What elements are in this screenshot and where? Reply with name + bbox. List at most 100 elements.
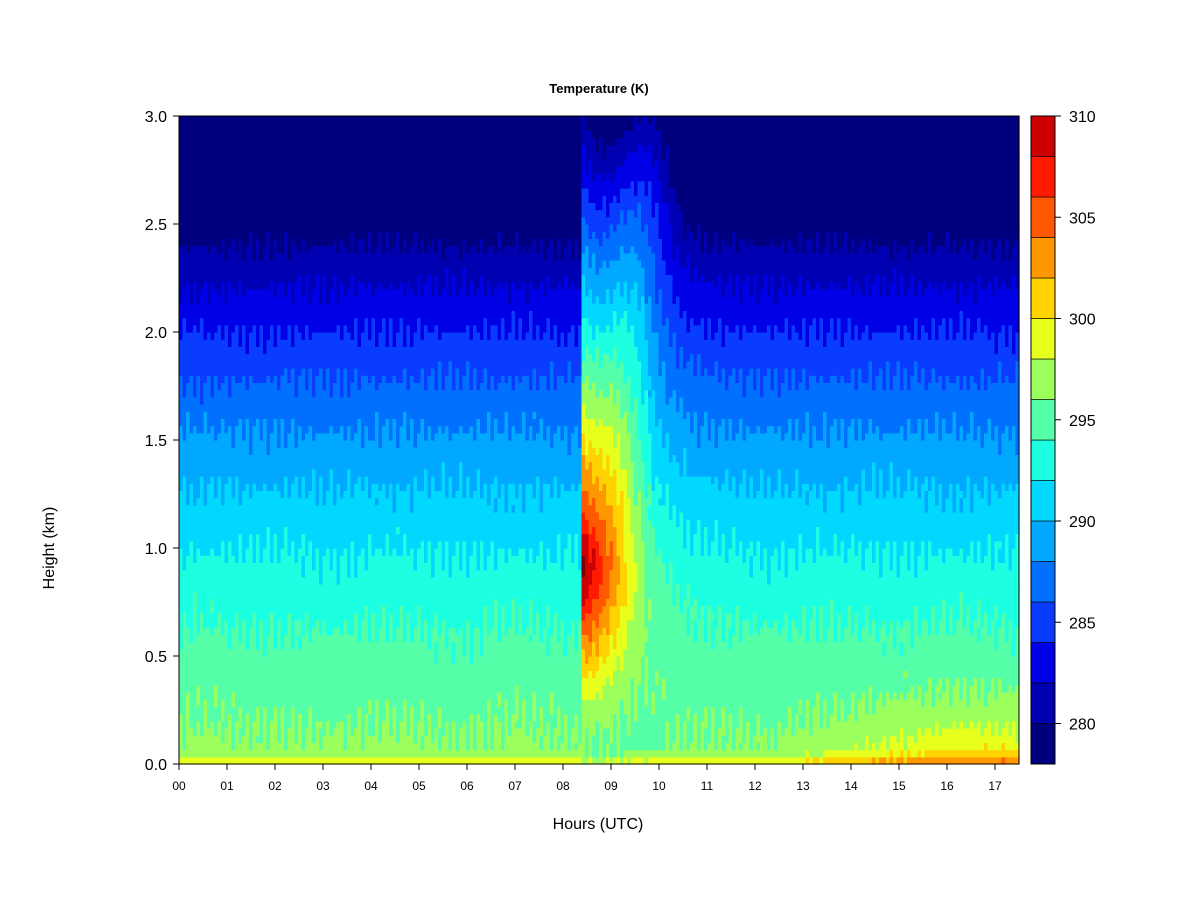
heatmap-cell [410,548,415,556]
heatmap-cell [1005,720,1010,729]
heatmap-cell [427,720,432,729]
heatmap-cell [497,699,502,707]
heatmap-cell [291,339,296,347]
heatmap-cell [238,627,243,635]
heatmap-cell [438,713,443,722]
heatmap-cell [998,728,1003,736]
heatmap-cell [326,375,331,383]
heatmap-cell [693,317,702,326]
heatmap-cell [858,324,866,333]
heatmap-cell [837,620,842,628]
heatmap-cell [193,598,198,607]
heatmap-cell [298,382,306,391]
heatmap-cell [179,512,583,520]
heatmap-cell [893,375,901,383]
heatmap-cell [221,713,226,722]
heatmap-cell [1008,324,1013,333]
heatmap-cell [609,634,614,643]
heatmap-cell [578,627,583,635]
heatmap-cell [907,382,912,391]
heatmap-cell [907,670,1020,679]
heatmap-cell [1005,742,1020,751]
heatmap-cell [504,728,509,736]
heatmap-cell [655,533,684,542]
heatmap-cell [522,720,527,729]
heatmap-cell [196,296,201,304]
heatmap-cell [256,713,261,722]
heatmap-cell [795,324,803,333]
heatmap-cell [854,332,859,340]
heatmap-cell [935,497,940,506]
heatmap-cell [182,483,187,491]
heatmap-cell [179,620,184,628]
heatmap-cell [574,620,579,628]
heatmap-cell [648,512,670,520]
heatmap-cell [319,569,324,578]
heatmap-cell [840,548,845,556]
heatmap-cell [497,634,502,643]
heatmap-cell [718,368,723,376]
heatmap-cell [987,497,992,506]
heatmap-cell [896,360,901,369]
heatmap-cell [749,620,754,628]
heatmap-cell [791,375,796,383]
heatmap-cell [711,634,716,643]
heatmap-cell [319,562,324,571]
heatmap-cell [602,454,607,463]
heatmap-cell [200,296,208,304]
heatmap-cell [266,540,271,549]
heatmap-cell [179,648,264,657]
heatmap-cell [910,382,926,391]
heatmap-cell [525,627,534,635]
heatmap-cell [294,627,303,635]
heatmap-cell [952,497,957,506]
heatmap-cell [431,368,436,376]
heatmap-cell [273,612,289,621]
heatmap-cell [378,720,383,729]
heatmap-cell [805,497,810,506]
heatmap-cell [494,555,499,563]
heatmap-cell [602,576,611,585]
heatmap-cell [487,728,492,736]
heatmap-cell [473,288,478,297]
heatmap-cell [581,540,590,549]
heatmap-cell [861,368,870,376]
heatmap-cell [389,281,394,290]
heatmap-cell [564,735,569,743]
heatmap-cell [322,735,345,743]
heatmap-cell [858,490,863,499]
heatmap-cell [196,692,201,700]
heatmap-cell [1008,533,1017,542]
heatmap-cell [819,720,824,729]
heatmap-cell [469,375,474,383]
heatmap-cell [788,288,793,297]
heatmap-cell [613,641,618,650]
heatmap-cell [424,713,429,722]
heatmap-cell [574,533,579,542]
heatmap-cell [354,569,359,578]
heatmap-cell [707,332,712,340]
heatmap-cell [336,483,341,491]
heatmap-cell [739,706,744,715]
heatmap-cell [497,612,502,621]
heatmap-cell [648,663,1020,671]
heatmap-cell [830,720,936,729]
heatmap-cell [200,324,205,333]
heatmap-cell [861,490,877,499]
heatmap-cell [865,706,870,715]
heatmap-cell [539,483,544,491]
heatmap-cell [392,483,397,491]
heatmap-cell [987,742,1003,751]
heatmap-cell [711,627,716,635]
heatmap-cell [847,713,856,722]
heatmap-cell [473,540,478,549]
heatmap-cell [973,620,982,628]
heatmap-cell [259,713,264,722]
heatmap-cell [798,533,803,542]
heatmap-cell [816,634,821,643]
heatmap-cell [494,540,541,549]
heatmap-cell [455,742,460,751]
heatmap-cell [683,454,688,463]
heatmap-cell [994,605,999,614]
heatmap-cell [910,540,915,549]
